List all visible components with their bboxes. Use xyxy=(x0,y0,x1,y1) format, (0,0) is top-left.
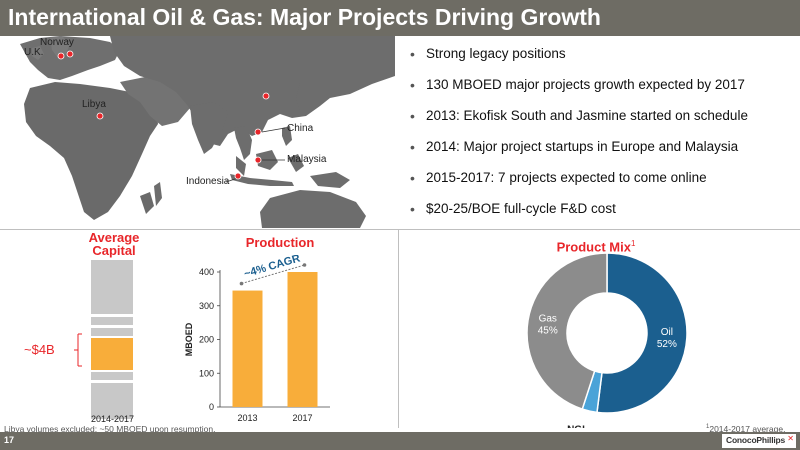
capital-segment xyxy=(91,372,133,380)
logo-mark-icon: ✕ xyxy=(787,434,794,443)
page-title: International Oil & Gas: Major Projects … xyxy=(8,4,601,30)
map-label-norway: Norway xyxy=(40,37,74,48)
capital-x-label: 2014-2017 xyxy=(91,414,135,424)
map-label-libya: Libya xyxy=(82,99,106,110)
capital-title: Average Capital xyxy=(82,231,146,257)
capital-value-label: ~$4B xyxy=(24,342,55,357)
section-divider xyxy=(0,229,800,230)
x-tick-label: 2013 xyxy=(237,413,257,423)
slice-name-label: NGL xyxy=(567,425,588,428)
footnote-right: 12014-2017 average. xyxy=(706,424,785,434)
slice-value-label: 52% xyxy=(657,339,677,350)
y-tick-label: 300 xyxy=(199,301,214,311)
slice-name-label: Oil xyxy=(661,327,673,338)
bullet-item: 2014: Major project startups in Europe a… xyxy=(410,137,795,168)
x-tick-label: 2017 xyxy=(292,413,312,423)
slice-value-label: 45% xyxy=(538,326,558,337)
cagr-start-dot xyxy=(239,281,244,286)
map-label-indonesia: Indonesia xyxy=(186,176,230,187)
capital-segment xyxy=(91,260,133,314)
page-number: 17 xyxy=(4,435,15,445)
y-tick-label: 0 xyxy=(209,402,214,412)
donut-slice-oil xyxy=(596,252,688,414)
capital-highlight-segment xyxy=(91,338,133,370)
footnote-right-text: 2014-2017 average. xyxy=(709,424,786,434)
donut-slice-gas xyxy=(526,252,608,411)
slice-name-label: Gas xyxy=(539,314,557,325)
location-markers xyxy=(57,50,270,180)
map-graphic xyxy=(0,36,395,228)
production-bar xyxy=(287,272,318,407)
company-logo: ConocoPhillips ✕ xyxy=(722,434,796,448)
bullet-item: 2013: Ekofisk South and Jasmine started … xyxy=(410,106,795,137)
y-tick-label: 200 xyxy=(199,335,214,345)
y-tick-label: 400 xyxy=(199,267,214,277)
map-label-malaysia: Malaysia xyxy=(287,154,327,165)
capital-segment xyxy=(91,383,133,419)
title-bar: International Oil & Gas: Major Projects … xyxy=(0,0,800,36)
bullet-item: Strong legacy positions xyxy=(410,44,795,75)
capital-segment xyxy=(91,317,133,325)
footnote-right-superscript: 1 xyxy=(706,424,710,431)
production-bar xyxy=(232,290,263,407)
capital-title-line2: Capital xyxy=(92,243,136,258)
cagr-end-dot xyxy=(302,263,307,267)
production-title: Production xyxy=(245,235,315,250)
product-mix-title-text: Product Mix xyxy=(556,239,631,255)
bullet-item: $20-25/BOE full-cycle F&D cost xyxy=(410,199,795,230)
cagr-line xyxy=(241,264,305,285)
footnote-left: Libya volumes excluded; ~50 MBOED upon r… xyxy=(4,424,216,434)
key-points-list: Strong legacy positions 130 MBOED major … xyxy=(410,44,795,230)
map-label-china: China xyxy=(287,123,314,134)
company-logo-text: ConocoPhillips xyxy=(726,435,786,445)
y-tick-label: 100 xyxy=(199,368,214,378)
footer-bar: 17 xyxy=(0,432,800,450)
panel-divider xyxy=(398,230,399,428)
capital-segment xyxy=(91,328,133,336)
capital-title-line1: Average xyxy=(88,230,140,245)
bullet-item: 130 MBOED major projects growth expected… xyxy=(410,75,795,106)
capital-bar-graphic xyxy=(74,260,133,419)
product-mix-superscript: 1 xyxy=(630,239,636,248)
map-label-uk: U.K. xyxy=(24,47,44,58)
y-axis-label: MBOED xyxy=(184,322,194,356)
product-mix-title: Product Mix1 xyxy=(556,237,636,253)
world-map: U.K. Norway Libya China Malaysia Indones… xyxy=(0,36,395,228)
bullet-item: 2015-2017: 7 projects expected to come o… xyxy=(410,168,795,199)
